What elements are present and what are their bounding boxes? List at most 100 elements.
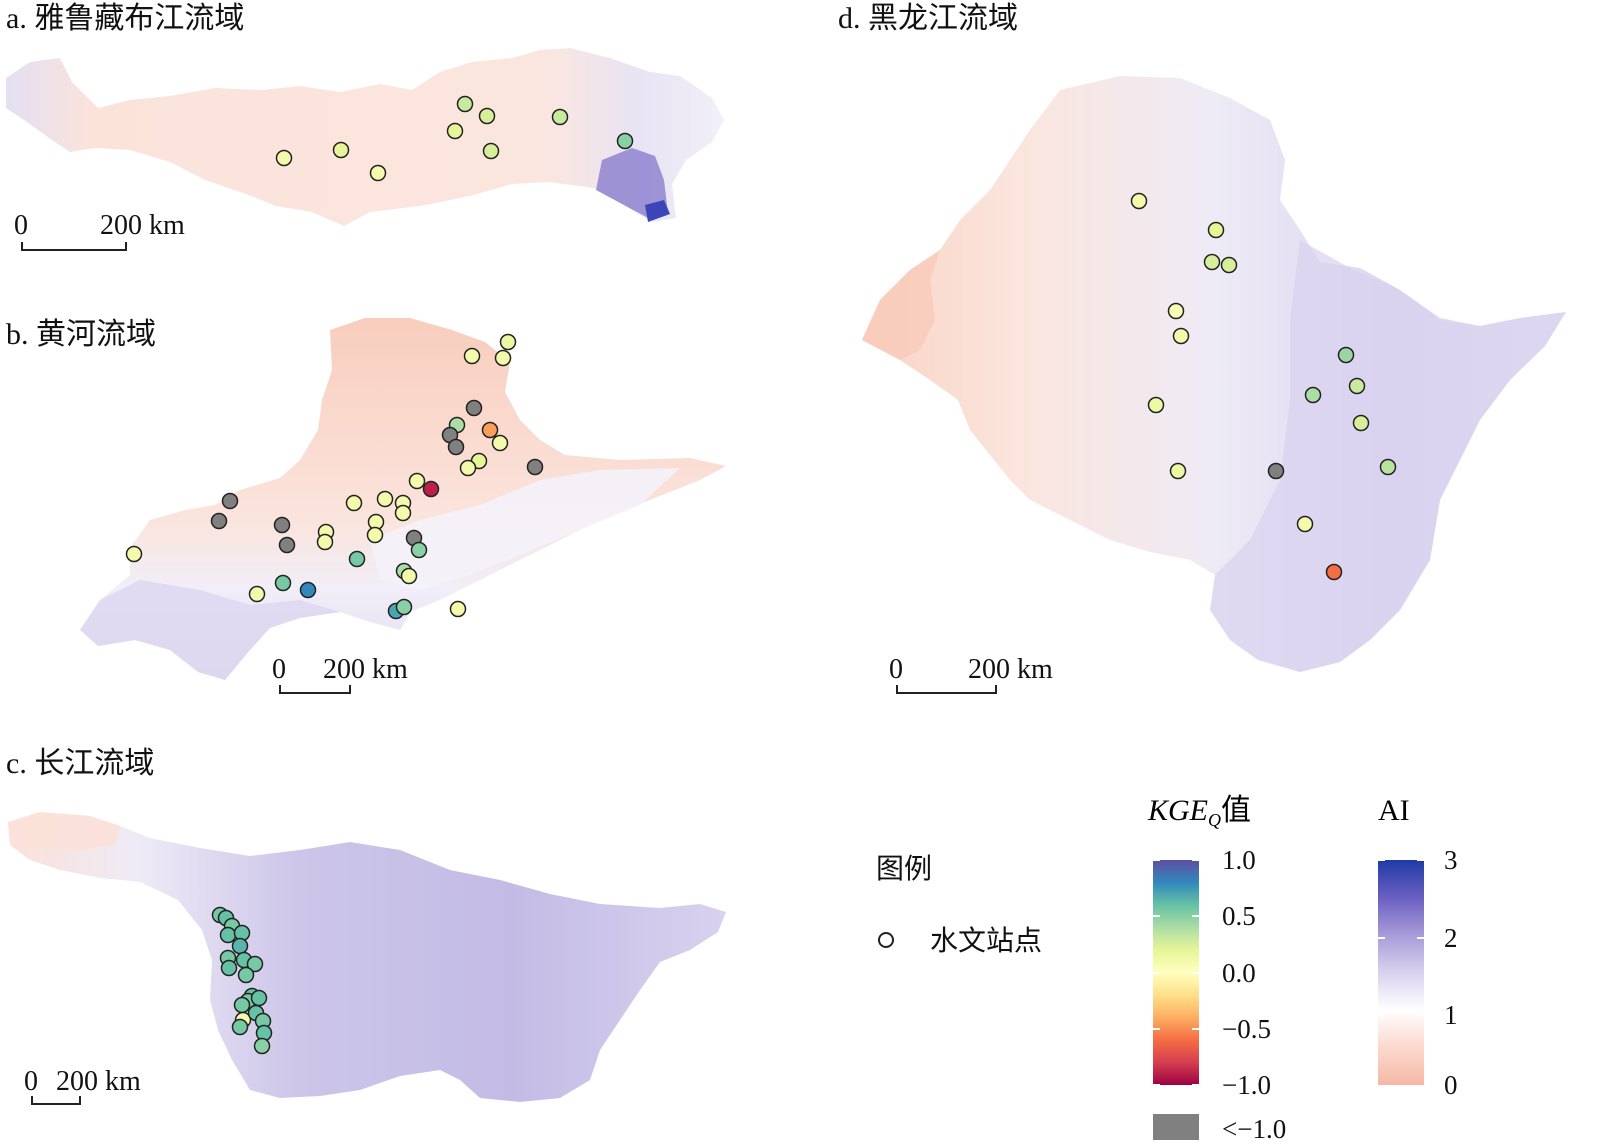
- panel-d-scale-zero: 0: [889, 654, 903, 685]
- hydro-station-marker: [210, 512, 228, 530]
- panel-a: a. 雅鲁藏布江流域 0 200 km: [6, 2, 724, 251]
- panel-c-title: c. 长江流域: [6, 747, 154, 780]
- hydro-station-marker: [482, 142, 500, 160]
- panel-d-scalebar: 0 200 km: [889, 654, 1053, 694]
- hydro-station-marker: [616, 132, 634, 150]
- hydro-station-marker: [410, 541, 428, 559]
- hydro-station-marker: [422, 480, 440, 498]
- hydro-station-marker: [491, 434, 509, 452]
- hydro-station-marker: [494, 349, 512, 367]
- hydro-station-marker: [237, 966, 255, 984]
- hydro-station-marker: [221, 492, 239, 510]
- hydro-station-marker: [1169, 462, 1187, 480]
- kge-colorbar-ticks: [1153, 859, 1199, 1086]
- hydro-station-marker: [219, 926, 237, 944]
- kge-tick-1: 1.0: [1222, 845, 1256, 875]
- yangtze-basin-shape: [8, 812, 726, 1102]
- panel-a-scale-line: [21, 242, 127, 251]
- hydro-station-marker: [253, 1037, 271, 1055]
- hydro-station-marker: [274, 574, 292, 592]
- kge-title-suffix: 值: [1221, 794, 1251, 827]
- hydro-station-marker: [1304, 386, 1322, 404]
- hydro-station-marker: [233, 996, 251, 1014]
- hydro-station-marker: [248, 585, 266, 603]
- legend-station-symbol: [878, 932, 894, 948]
- kge-na-label: <−1.0: [1222, 1114, 1286, 1144]
- hydro-station-marker: [465, 399, 483, 417]
- kge-tick-4: −0.5: [1222, 1014, 1271, 1044]
- yellow-river-east-zone: [370, 468, 680, 590]
- hydro-station-marker: [1379, 458, 1397, 476]
- hydro-station-marker: [1296, 515, 1314, 533]
- hydro-station-marker: [316, 533, 334, 551]
- panel-a-scale-label: 200 km: [100, 210, 185, 241]
- panel-d: d. 黑龙江流域 0 200 km: [838, 2, 1566, 694]
- panel-b: b. 黄河流域 0 200 km: [6, 318, 726, 694]
- hydro-station-marker: [526, 458, 544, 476]
- ai-title: AI: [1378, 794, 1410, 827]
- ai-tick-1: 1: [1444, 1000, 1458, 1030]
- hydro-station-marker: [1130, 192, 1148, 210]
- hydro-station-marker: [1147, 396, 1165, 414]
- hydro-station-marker: [231, 937, 249, 955]
- panel-d-title: d. 黑龙江流域: [838, 2, 1018, 35]
- hydro-station-marker: [1348, 377, 1366, 395]
- panel-c-stations: [211, 906, 273, 1055]
- ai-tick-0: 0: [1444, 1070, 1458, 1100]
- hydro-station-marker: [275, 149, 293, 167]
- hydro-station-marker: [463, 347, 481, 365]
- kge-title: KGEQ值: [1147, 794, 1251, 830]
- hydro-station-marker: [273, 516, 291, 534]
- ai-colorbar: [1378, 860, 1424, 1085]
- kge-colorbar: [1153, 860, 1199, 1085]
- legend: 图例 水文站点 KGEQ值 1.0 0.5 0.0 −0.5 −1.0 <−1.…: [876, 794, 1458, 1144]
- panel-c-scale-line: [31, 1096, 81, 1105]
- hydro-station-marker: [369, 164, 387, 182]
- yarlung-wettest-zone: [645, 200, 670, 222]
- hydro-station-marker: [1325, 563, 1343, 581]
- panel-a-title: a. 雅鲁藏布江流域: [6, 2, 244, 35]
- kge-tick-2: 0.5: [1222, 901, 1256, 931]
- hydro-station-marker: [1220, 256, 1238, 274]
- hydro-station-marker: [449, 600, 467, 618]
- hydro-station-marker: [1267, 462, 1285, 480]
- legend-station-label: 水文站点: [930, 925, 1042, 957]
- hydro-station-marker: [1203, 253, 1221, 271]
- panel-d-scale-label: 200 km: [968, 654, 1053, 685]
- hydro-station-marker: [459, 459, 477, 477]
- hydro-station-marker: [220, 959, 238, 977]
- heilongjiang-east-zone: [1210, 240, 1566, 672]
- hydro-station-marker: [395, 598, 413, 616]
- panel-b-scalebar: 0 200 km: [272, 654, 408, 694]
- kge-title-main: KGE: [1147, 794, 1208, 827]
- hydro-station-marker: [332, 141, 350, 159]
- hydro-station-marker: [456, 95, 474, 113]
- yarlung-wet-zone: [596, 148, 668, 220]
- hydro-station-marker: [446, 122, 464, 140]
- hydro-station-marker: [1172, 327, 1190, 345]
- kge-title-sub: Q: [1208, 810, 1221, 830]
- kge-na-swatch: [1153, 1114, 1199, 1140]
- panel-d-scale-line: [896, 685, 997, 694]
- yarlung-basin-shape: [6, 48, 724, 226]
- hydro-station-marker: [1337, 346, 1355, 364]
- hydro-station-marker: [400, 567, 418, 585]
- ai-colorbar-ticks: [1378, 859, 1424, 1016]
- hydro-station-marker: [1207, 221, 1225, 239]
- hydro-station-marker: [231, 1018, 249, 1036]
- yangtze-source-zone: [8, 812, 120, 850]
- hydro-station-marker: [408, 472, 426, 490]
- hydro-station-marker: [278, 536, 296, 554]
- legend-title: 图例: [876, 853, 932, 885]
- hydro-station-marker: [394, 504, 412, 522]
- hydro-station-marker: [125, 545, 143, 563]
- panel-a-scale-zero: 0: [14, 210, 28, 241]
- hydro-station-marker: [366, 526, 384, 544]
- hydro-station-marker: [481, 421, 499, 439]
- panel-c-scale-zero: 0: [24, 1066, 38, 1097]
- kge-tick-5: −1.0: [1222, 1070, 1271, 1100]
- heilongjiang-dry-zone: [862, 250, 940, 360]
- hydro-station-marker: [345, 494, 363, 512]
- panel-b-scale-label: 200 km: [323, 654, 408, 685]
